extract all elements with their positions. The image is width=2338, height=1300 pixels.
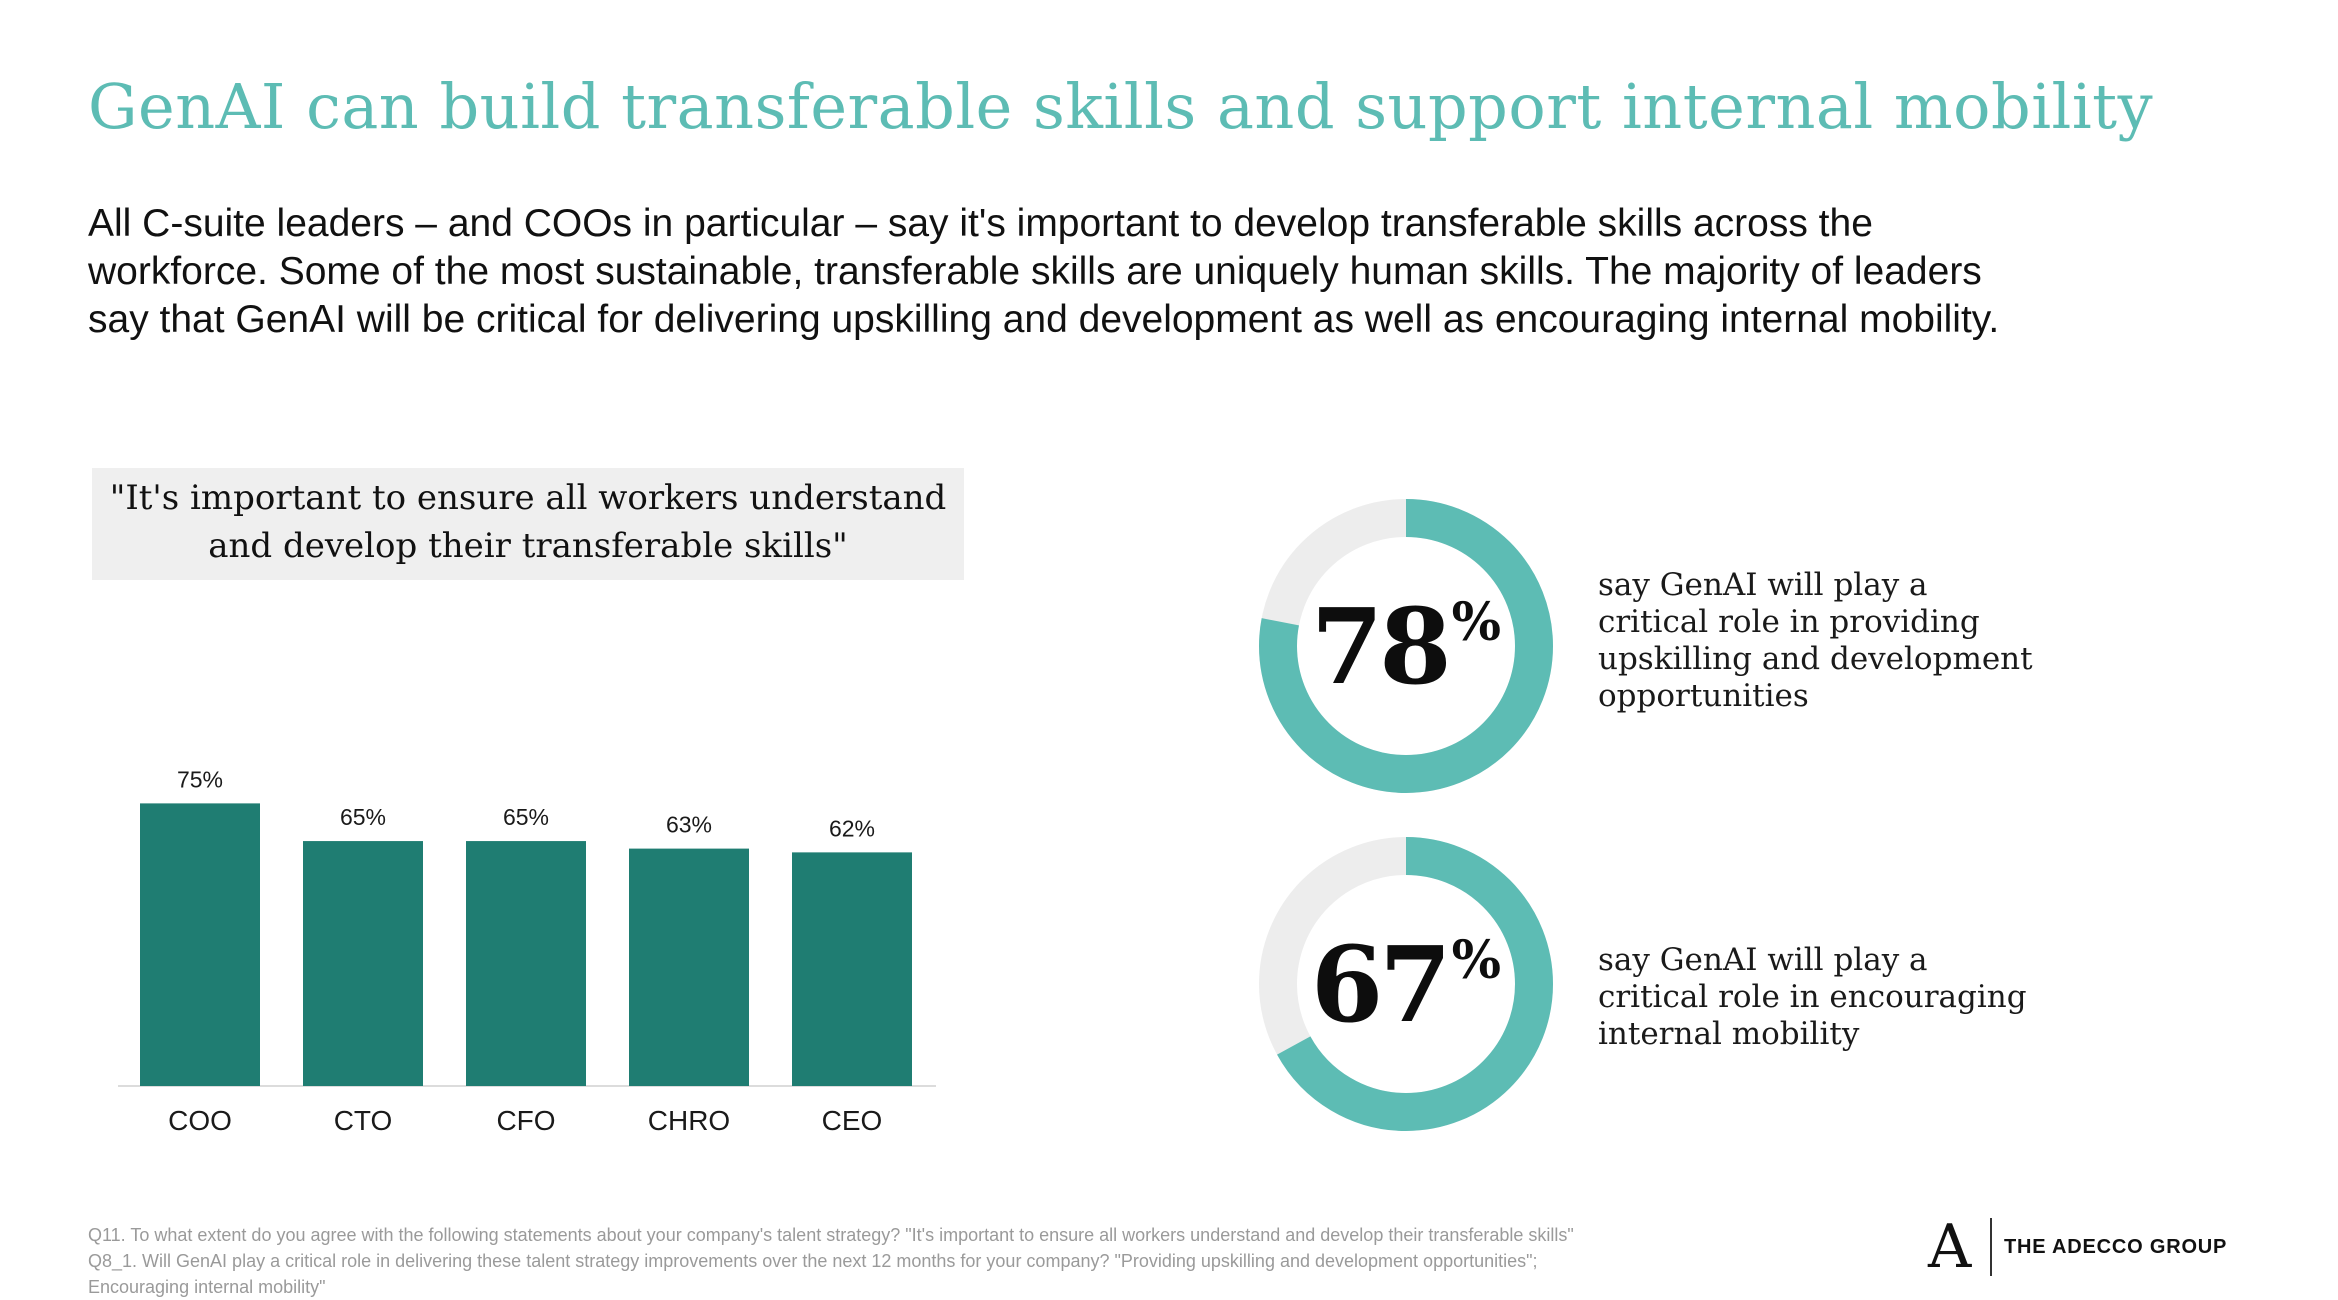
- chart-quote-box: "It's important to ensure all workers un…: [92, 468, 964, 580]
- donut-description-line: critical role in providing: [1598, 604, 1980, 640]
- bar-chro: [629, 848, 749, 1086]
- bar-coo: [140, 803, 260, 1086]
- donut-value-arc: [1259, 837, 1553, 1131]
- data-label: 65%: [340, 804, 386, 830]
- adecco-logo-text: THE ADECCO GROUP: [2004, 1236, 2228, 1258]
- donut-percent-sign: %: [1451, 930, 1502, 991]
- x-tick-label: CEO: [822, 1105, 883, 1136]
- donut-description-line: critical role in encouraging: [1598, 979, 2027, 1015]
- donut-description-upskilling: say GenAI will play a critical role in pr…: [1598, 567, 2033, 715]
- donut-description-mobility: say GenAI will play a critical role in en…: [1598, 942, 2027, 1053]
- intro-line: All C-suite leaders – and COOs in partic…: [88, 202, 1873, 245]
- donut-percent: 78%: [1256, 496, 1556, 796]
- footnote-line: Encouraging internal mobility": [88, 1277, 326, 1297]
- page-title: GenAI can build transferable skills and …: [88, 70, 2154, 143]
- footnote-line: Q8_1. Will GenAI play a critical role in…: [88, 1251, 1538, 1271]
- adecco-logo-mark: A: [1928, 1212, 1972, 1282]
- footnotes: Q11. To what extent do you agree with th…: [88, 1222, 1908, 1300]
- bar-chart: 75% COO 65% CTO 65% CFO 63% CHRO 62% CEO: [118, 766, 936, 1136]
- donut-ring: [1259, 837, 1553, 1131]
- donut-percent-value: 78: [1310, 584, 1452, 708]
- donut-percent: 67%: [1256, 834, 1556, 1134]
- donut-ring: [1259, 499, 1553, 793]
- donut-description-line: say GenAI will play a: [1598, 567, 1928, 603]
- x-tick-label: CTO: [334, 1105, 393, 1136]
- donut-description-line: internal mobility: [1598, 1016, 1860, 1052]
- intro-paragraph: All C-suite leaders – and COOs in partic…: [88, 200, 2238, 344]
- bar-cfo: [466, 841, 586, 1086]
- bar-ceo: [792, 852, 912, 1086]
- data-label: 63%: [666, 812, 712, 838]
- logo-divider: [1990, 1218, 1992, 1276]
- data-label: 75%: [177, 766, 223, 792]
- data-label: 65%: [503, 804, 549, 830]
- donut-chart-upskilling: 78%: [1256, 496, 1556, 796]
- donut-chart-mobility: 67%: [1256, 834, 1556, 1134]
- donut-description-line: say GenAI will play a: [1598, 942, 1928, 978]
- data-label: 62%: [829, 815, 875, 841]
- footnote-line: Q11. To what extent do you agree with th…: [88, 1225, 1574, 1245]
- intro-line: say that GenAI will be critical for deli…: [88, 298, 2000, 341]
- donut-percent-value: 67: [1310, 922, 1452, 1046]
- chart-quote-line: "It's important to ensure all workers un…: [109, 478, 947, 518]
- donut-value-arc: [1259, 499, 1553, 793]
- intro-line: workforce. Some of the most sustainable,…: [88, 250, 1982, 293]
- donut-description-line: upskilling and development: [1598, 641, 2033, 677]
- bar-cto: [303, 841, 423, 1086]
- x-tick-label: CFO: [496, 1105, 555, 1136]
- chart-quote-line: and develop their transferable skills": [208, 526, 848, 566]
- donut-description-line: opportunities: [1598, 678, 1809, 714]
- donut-percent-sign: %: [1451, 592, 1502, 653]
- x-tick-label: CHRO: [648, 1105, 730, 1136]
- adecco-logo: A THE ADECCO GROUP: [1928, 1212, 2226, 1282]
- x-tick-label: COO: [168, 1105, 232, 1136]
